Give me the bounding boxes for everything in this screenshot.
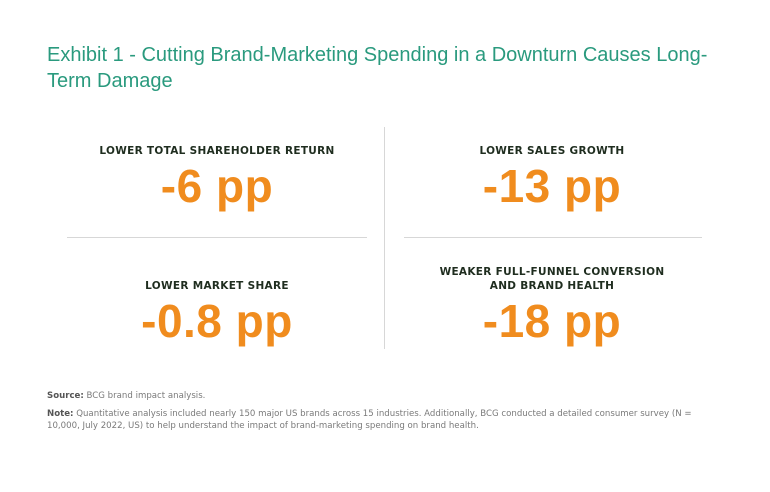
source-note: Source: BCG brand impact analysis. xyxy=(47,391,727,403)
vertical-divider xyxy=(384,127,385,349)
metrics-grid: LOWER TOTAL SHAREHOLDER RETURN -6 pp LOW… xyxy=(67,127,702,349)
metric-label: LOWER MARKET SHARE xyxy=(145,280,289,292)
metric-label: LOWER TOTAL SHAREHOLDER RETURN xyxy=(99,145,335,157)
metric-value: -0.8 pp xyxy=(141,295,293,347)
note-label: Note: xyxy=(47,409,74,419)
source-text: BCG brand impact analysis. xyxy=(86,391,206,401)
metric-value: -6 pp xyxy=(160,160,274,212)
metric-shareholder-return: LOWER TOTAL SHAREHOLDER RETURN -6 pp xyxy=(67,144,367,210)
metric-funnel-conversion: WEAKER FULL-FUNNEL CONVERSION AND BRAND … xyxy=(402,265,702,345)
source-label: Source: xyxy=(47,391,84,401)
metric-market-share: LOWER MARKET SHARE -0.8 pp xyxy=(67,265,367,345)
note-text: Quantitative analysis included nearly 15… xyxy=(47,409,692,431)
metric-label: LOWER SALES GROWTH xyxy=(479,145,625,157)
horizontal-divider-right xyxy=(404,237,702,238)
metric-label: WEAKER FULL-FUNNEL CONVERSION AND BRAND … xyxy=(439,266,665,292)
horizontal-divider-left xyxy=(67,237,367,238)
metric-value: -13 pp xyxy=(482,160,622,212)
metric-sales-growth: LOWER SALES GROWTH -13 pp xyxy=(402,144,702,210)
exhibit-title: Exhibit 1 - Cutting Brand-Marketing Spen… xyxy=(47,44,708,92)
metric-value: -18 pp xyxy=(482,295,622,347)
methodology-note: Note: Quantitative analysis included nea… xyxy=(47,409,727,432)
